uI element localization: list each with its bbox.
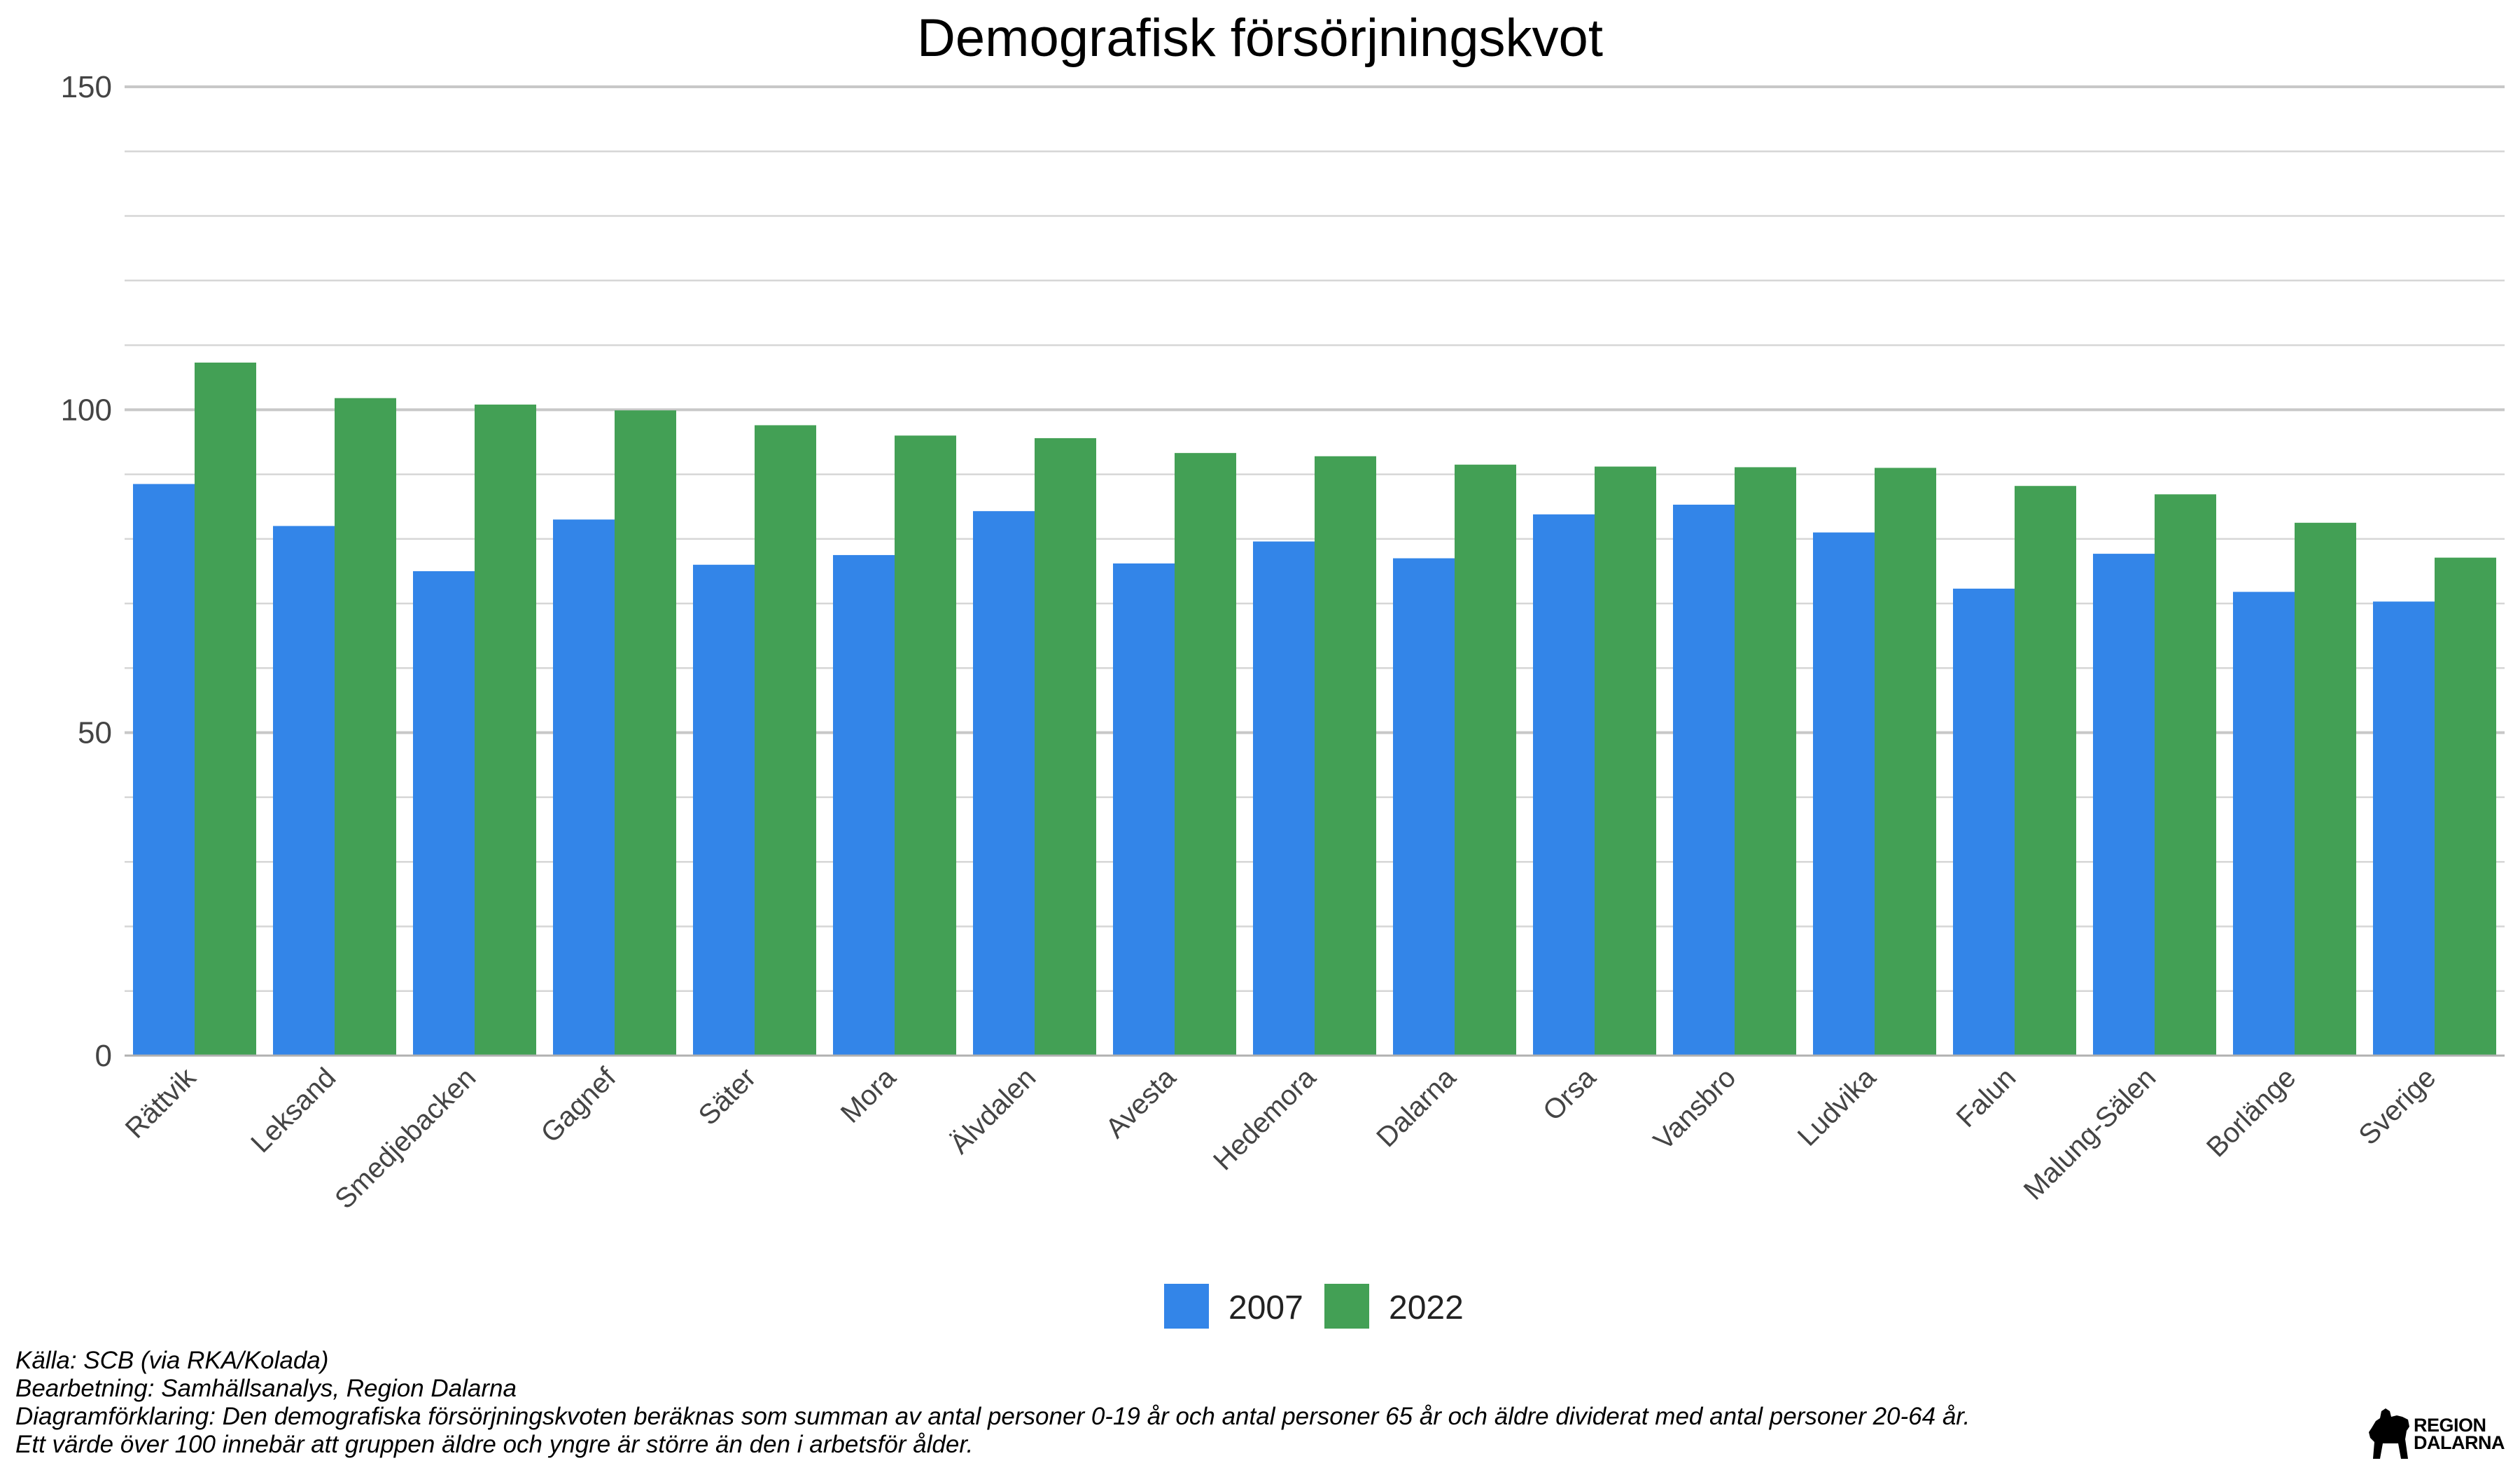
x-tick-label: Säter xyxy=(693,1062,762,1131)
x-tick-label: Dalarna xyxy=(1371,1062,1462,1154)
processing-note: Bearbetning: Samhällsanalys, Region Dala… xyxy=(15,1375,517,1402)
chart-footer: Källa: SCB (via RKA/Kolada) Bearbetning:… xyxy=(15,1347,2255,1459)
chart-title: Demografisk försörjningskvot xyxy=(917,8,1603,68)
bar-2022 xyxy=(2435,557,2496,1056)
y-tick-label: 50 xyxy=(78,716,112,750)
explanation-note: Diagramförklaring: Den demografiska förs… xyxy=(15,1403,1970,1430)
x-tick-label: Vansbro xyxy=(1648,1062,1742,1156)
bar-2007 xyxy=(2093,554,2155,1056)
logo-line-dalarna: DALARNA xyxy=(2414,1432,2505,1453)
x-tick-label: Ludvika xyxy=(1792,1062,1882,1152)
bar-2007 xyxy=(1393,558,1455,1056)
x-tick-label: Orsa xyxy=(1537,1062,1602,1127)
logo-text: REGION DALARNA xyxy=(2414,1415,2505,1453)
bar-2007 xyxy=(1113,563,1175,1056)
y-axis: 0 50 100 150 xyxy=(61,70,112,1073)
legend-label-2022: 2022 xyxy=(1389,1289,1464,1326)
bar-2007 xyxy=(1253,541,1315,1056)
bar-2022 xyxy=(1455,464,1516,1056)
x-tick-label: Borlänge xyxy=(2201,1062,2302,1163)
legend-swatch-2007 xyxy=(1164,1284,1209,1329)
x-tick-label: Leksand xyxy=(245,1062,342,1158)
logo-line-region: REGION xyxy=(2414,1415,2486,1436)
y-tick-label: 100 xyxy=(61,393,112,427)
bar-2007 xyxy=(1953,588,2015,1056)
bar-2022 xyxy=(2015,486,2076,1056)
bar-2007 xyxy=(693,564,755,1056)
bar-2022 xyxy=(1875,468,1936,1056)
bar-2022 xyxy=(1595,466,1656,1056)
legend: 2007 2022 xyxy=(1164,1284,1464,1329)
bar-2022 xyxy=(1035,438,1096,1056)
x-tick-label: Malung-Sälen xyxy=(2018,1062,2162,1206)
x-tick-label: Mora xyxy=(835,1062,902,1129)
bar-2022 xyxy=(1175,453,1236,1056)
bar-2022 xyxy=(1315,456,1376,1056)
x-tick-label: Avesta xyxy=(1100,1062,1182,1144)
bar-2007 xyxy=(133,484,195,1056)
bar-2022 xyxy=(2295,522,2356,1056)
bar-2007 xyxy=(273,526,335,1056)
bar-2022 xyxy=(2155,494,2216,1056)
bar-2007 xyxy=(2373,601,2435,1056)
x-tick-label: Sverige xyxy=(2353,1062,2442,1151)
interpretation-note: Ett värde över 100 innebär att gruppen ä… xyxy=(15,1431,974,1458)
bar-2007 xyxy=(1813,532,1875,1056)
bar-2022 xyxy=(475,404,536,1056)
bar-2007 xyxy=(1533,514,1595,1056)
y-tick-label: 150 xyxy=(61,70,112,104)
bar-2022 xyxy=(615,410,676,1056)
y-tick-label: 0 xyxy=(95,1039,112,1073)
region-dalarna-logo: REGION DALARNA xyxy=(2366,1406,2505,1462)
bar-2022 xyxy=(335,398,396,1056)
bar-2007 xyxy=(413,571,475,1056)
x-tick-label: Rättvik xyxy=(120,1062,202,1144)
legend-swatch-2022 xyxy=(1324,1284,1369,1329)
bars xyxy=(125,362,2505,1057)
x-tick-label: Älvdalen xyxy=(944,1062,1042,1160)
bar-2022 xyxy=(755,425,816,1056)
bar-2007 xyxy=(833,554,895,1056)
bar-2007 xyxy=(973,511,1035,1056)
x-tick-label: Smedjebacken xyxy=(329,1062,482,1214)
bar-2022 xyxy=(895,435,956,1056)
bar-2022 xyxy=(195,362,256,1056)
bar-2022 xyxy=(1735,467,1796,1056)
legend-label-2007: 2007 xyxy=(1228,1289,1303,1326)
bar-2007 xyxy=(1673,504,1735,1056)
dala-horse-icon xyxy=(2369,1408,2409,1459)
bar-2007 xyxy=(553,519,615,1056)
x-tick-label: Falun xyxy=(1950,1062,2022,1133)
x-tick-label: Gagnef xyxy=(535,1062,622,1149)
x-tick-label: Hedemora xyxy=(1208,1062,1322,1177)
source-note: Källa: SCB (via RKA/Kolada) xyxy=(15,1347,329,1374)
bar-2007 xyxy=(2233,592,2295,1056)
